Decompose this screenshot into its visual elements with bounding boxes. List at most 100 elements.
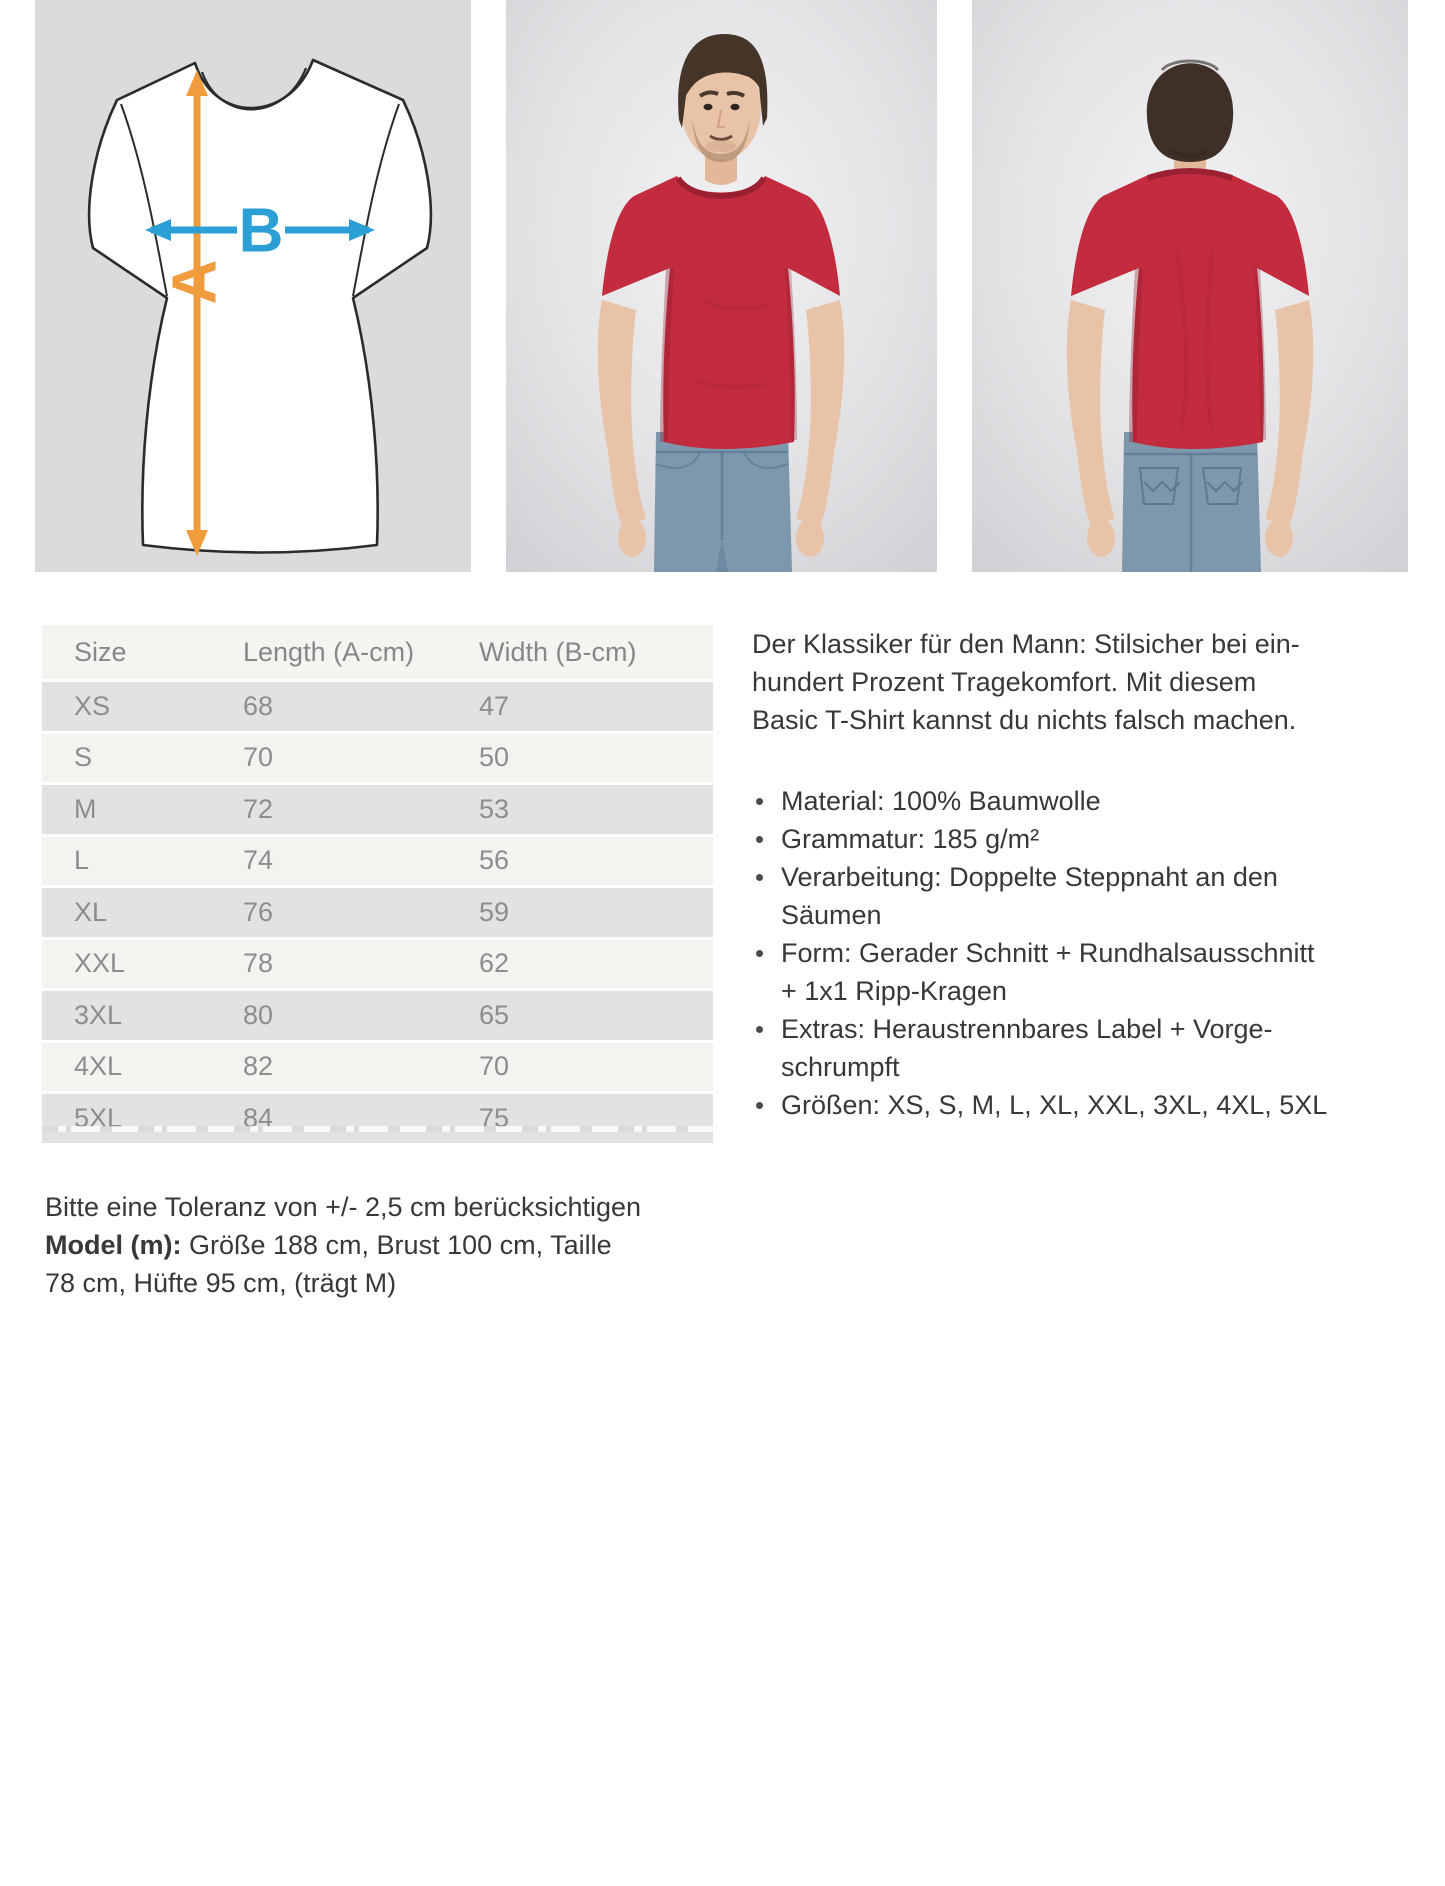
pocket-stitch-w-right bbox=[1206, 480, 1244, 493]
feature-line: Grammatur: 185 g/m² bbox=[781, 824, 1040, 854]
eyebrow-left bbox=[698, 90, 719, 98]
cell-width: 59 bbox=[478, 885, 713, 938]
pocket-stitch-w-left bbox=[1143, 480, 1181, 493]
table-row-s: S 70 50 bbox=[42, 730, 713, 784]
description-line: Der Klassiker für den Mann: Stilsicher b… bbox=[752, 629, 1300, 659]
eye-left bbox=[703, 103, 713, 111]
tshirt-outline bbox=[87, 58, 433, 554]
table-row-xxl: XXL 78 62 bbox=[42, 936, 713, 990]
feature-form: Form: Gerader Schnitt + Rundhalsausschni… bbox=[752, 934, 1428, 1010]
cell-length: 72 bbox=[242, 782, 478, 835]
cell-size: XL bbox=[42, 885, 242, 938]
feature-line: schrumpft bbox=[781, 1052, 900, 1082]
hair-back bbox=[1146, 63, 1234, 162]
bullet-icon bbox=[756, 1102, 763, 1109]
cell-length: 70 bbox=[242, 730, 478, 784]
table-row-xl: XL 76 59 bbox=[42, 885, 713, 938]
cell-size: XS bbox=[42, 679, 242, 732]
feature-verarbeitung: Verarbeitung: Doppelte Steppnaht an den … bbox=[752, 858, 1428, 934]
size-diagram-panel: A B bbox=[35, 0, 471, 572]
armhole-seam-right bbox=[352, 103, 400, 297]
feature-line: Verarbeitung: Doppelte Steppnaht an den bbox=[781, 862, 1278, 892]
cell-length: 84 bbox=[242, 1091, 478, 1143]
sideburn-left bbox=[679, 88, 687, 128]
bullet-icon bbox=[756, 836, 763, 843]
size-diagram: A B bbox=[87, 58, 433, 556]
size-table: Size Length (A-cm) Width (B-cm) XS 68 47… bbox=[42, 625, 713, 1143]
bullet-icon bbox=[756, 798, 763, 805]
cell-width: 70 bbox=[478, 1039, 713, 1093]
tshirt-back bbox=[1071, 168, 1309, 449]
cell-width: 53 bbox=[478, 782, 713, 835]
collar-inner-line bbox=[200, 67, 308, 111]
model-front-photo bbox=[506, 0, 937, 572]
cell-length: 80 bbox=[242, 988, 478, 1041]
sideburn-right bbox=[759, 86, 767, 126]
table-row-m: M 72 53 bbox=[42, 782, 713, 835]
bullet-icon bbox=[756, 1026, 763, 1033]
description-line: Basic T-Shirt kannst du nichts falsch ma… bbox=[752, 705, 1297, 735]
table-row-l: L 74 56 bbox=[42, 833, 713, 887]
diagram-label-b: B bbox=[239, 197, 284, 266]
cell-length: 82 bbox=[242, 1039, 478, 1093]
hair-nape-edge bbox=[1171, 148, 1209, 158]
cell-length: 68 bbox=[242, 679, 478, 732]
table-row-3xl: 3XL 80 65 bbox=[42, 988, 713, 1041]
tolerance-note: Bitte eine Toleranz von +/- 2,5 cm berüc… bbox=[45, 1192, 642, 1222]
size-table-header-row: Size Length (A-cm) Width (B-cm) bbox=[42, 625, 713, 681]
cell-size: 3XL bbox=[42, 988, 242, 1041]
col-header-length: Length (A-cm) bbox=[242, 625, 478, 681]
table-row-5xl: 5XL 84 75 bbox=[42, 1091, 713, 1143]
cell-width: 75 bbox=[478, 1091, 713, 1143]
cell-length: 74 bbox=[242, 833, 478, 887]
model-back-photo bbox=[972, 0, 1408, 572]
eye-right bbox=[730, 103, 740, 111]
feature-line: Extras: Heraustrennbares Label + Vorge- bbox=[781, 1014, 1273, 1044]
tshirt-front bbox=[602, 176, 840, 449]
cell-width: 65 bbox=[478, 988, 713, 1041]
arms bbox=[597, 300, 845, 557]
feature-extras: Extras: Heraustrennbares Label + Vorge- … bbox=[752, 1010, 1428, 1086]
description-paragraph: Der Klassiker für den Mann: Stilsicher b… bbox=[752, 625, 1428, 739]
cell-size: L bbox=[42, 833, 242, 887]
model-label: Model (m): bbox=[45, 1230, 182, 1260]
jeans-front bbox=[654, 432, 792, 572]
model-front-illustration bbox=[506, 0, 937, 572]
mouth bbox=[709, 134, 733, 141]
nose bbox=[716, 109, 725, 128]
feature-material: Material: 100% Baumwolle bbox=[752, 782, 1428, 820]
col-header-size: Size bbox=[42, 625, 242, 681]
feature-line: Form: Gerader Schnitt + Rundhalsausschni… bbox=[781, 938, 1315, 968]
model-measurements: Größe 188 cm, Brust 100 cm, Taille bbox=[181, 1230, 612, 1260]
diagram-label-a: A bbox=[161, 260, 230, 305]
feature-line: Material: 100% Baumwolle bbox=[781, 786, 1101, 816]
bullet-icon bbox=[756, 950, 763, 957]
hair-front bbox=[678, 34, 768, 120]
chin-shadow bbox=[706, 140, 736, 152]
cell-width: 62 bbox=[478, 936, 713, 990]
length-arrow-a bbox=[186, 70, 208, 556]
feature-line: Säumen bbox=[781, 900, 882, 930]
description-line: hundert Prozent Tragekomfort. Mit diesem bbox=[752, 667, 1257, 697]
product-description: Der Klassiker für den Mann: Stilsicher b… bbox=[752, 625, 1428, 1124]
cell-length: 76 bbox=[242, 885, 478, 938]
feature-grammatur: Grammatur: 185 g/m² bbox=[752, 820, 1428, 858]
jeans-back bbox=[1122, 432, 1261, 572]
eyebrow-right bbox=[726, 90, 746, 98]
clipped-text-artifact bbox=[42, 1126, 713, 1132]
model-info-line: Model (m): Größe 188 cm, Brust 100 cm, T… bbox=[45, 1226, 685, 1264]
cell-width: 56 bbox=[478, 833, 713, 887]
col-header-width: Width (B-cm) bbox=[478, 625, 713, 681]
cell-width: 50 bbox=[478, 730, 713, 784]
bullet-icon bbox=[756, 874, 763, 881]
measurement-notes: Bitte eine Toleranz von +/- 2,5 cm berüc… bbox=[45, 1188, 685, 1302]
beard bbox=[692, 118, 750, 162]
cell-length: 78 bbox=[242, 936, 478, 990]
table-row-xs: XS 68 47 bbox=[42, 679, 713, 732]
cell-size: S bbox=[42, 730, 242, 784]
face bbox=[681, 56, 761, 160]
feature-list: Material: 100% Baumwolle Grammatur: 185 … bbox=[752, 782, 1428, 1124]
feature-groessen: Größen: XS, S, M, L, XL, XXL, 3XL, 4XL, … bbox=[752, 1086, 1428, 1124]
hair-strand bbox=[1160, 59, 1220, 72]
